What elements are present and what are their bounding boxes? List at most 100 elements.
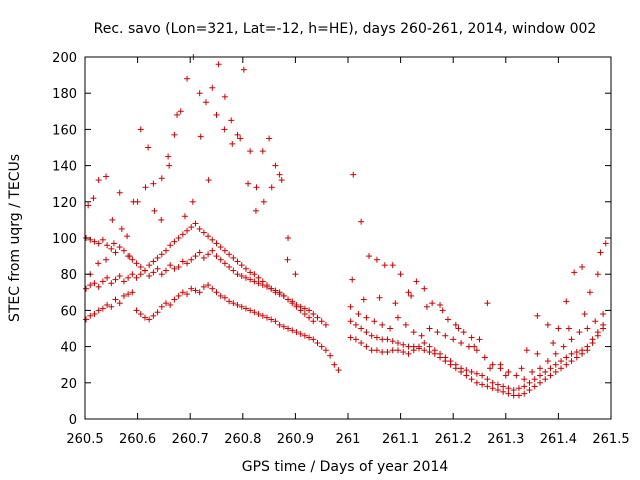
data-point <box>484 383 491 390</box>
data-point <box>358 218 365 225</box>
data-point <box>268 285 275 292</box>
data-point <box>515 385 522 392</box>
data-point <box>83 316 90 323</box>
data-point <box>134 198 141 205</box>
data-point <box>301 332 308 339</box>
data-point <box>573 354 580 361</box>
data-point <box>272 287 279 294</box>
y-tick-label: 20 <box>60 377 77 392</box>
data-point <box>373 347 380 354</box>
data-point <box>592 318 599 325</box>
data-point <box>141 267 148 274</box>
data-point <box>584 343 591 350</box>
data-point <box>373 256 380 263</box>
data-point <box>293 329 300 336</box>
data-point <box>379 349 386 356</box>
y-tick-label: 40 <box>60 341 77 356</box>
data-point <box>421 339 428 346</box>
data-point <box>463 367 470 374</box>
data-point <box>352 336 359 343</box>
data-point <box>133 274 140 281</box>
data-point <box>413 278 420 285</box>
data-point <box>221 260 228 267</box>
data-point <box>167 301 174 308</box>
data-point <box>481 354 488 361</box>
data-point <box>280 323 287 330</box>
data-point <box>310 318 317 325</box>
data-point <box>110 240 117 247</box>
data-point <box>468 376 475 383</box>
data-point <box>347 303 354 310</box>
data-point <box>255 274 262 281</box>
data-point <box>90 195 97 202</box>
data-point <box>129 289 136 296</box>
data-point <box>473 370 480 377</box>
data-point <box>505 385 512 392</box>
data-point <box>104 242 111 249</box>
data-point <box>318 343 325 350</box>
data-point <box>146 316 153 323</box>
data-point <box>209 285 216 292</box>
data-point <box>95 240 102 247</box>
data-point <box>544 358 551 365</box>
data-point <box>505 368 512 375</box>
data-point <box>552 350 559 357</box>
data-point <box>276 321 283 328</box>
data-point <box>158 271 165 278</box>
data-point <box>487 365 494 372</box>
data-point <box>175 235 182 241</box>
data-point <box>217 292 224 299</box>
data-point <box>536 372 543 379</box>
data-point <box>280 292 287 299</box>
data-point <box>586 289 593 296</box>
data-point <box>112 296 119 303</box>
data-point <box>188 256 195 263</box>
data-point <box>368 332 375 339</box>
data-point <box>455 325 462 332</box>
data-point <box>458 365 465 372</box>
data-point <box>133 260 140 267</box>
data-point <box>468 334 475 341</box>
data-point <box>215 61 222 68</box>
data-point <box>85 202 92 209</box>
y-tick-label: 0 <box>69 413 77 428</box>
data-point <box>91 311 98 318</box>
y-tick-label: 180 <box>52 87 77 102</box>
data-point <box>350 171 357 178</box>
data-point <box>405 343 412 350</box>
data-point <box>184 227 191 234</box>
data-point <box>103 256 110 263</box>
data-point <box>310 336 317 343</box>
data-point <box>529 368 536 375</box>
data-point <box>242 305 249 312</box>
data-point <box>573 349 580 356</box>
data-point <box>418 332 425 339</box>
data-point <box>205 282 212 289</box>
data-point <box>301 305 308 312</box>
data-point <box>331 361 338 368</box>
x-tick-label: 260.9 <box>277 432 314 447</box>
y-tick-label: 80 <box>60 268 77 283</box>
data-point <box>400 341 407 348</box>
data-point <box>381 262 388 269</box>
data-point <box>544 321 551 328</box>
data-point <box>200 254 207 261</box>
data-point <box>151 207 158 214</box>
data-point <box>181 213 188 220</box>
data-point <box>318 318 325 325</box>
data-point <box>579 347 586 354</box>
data-point <box>502 372 509 379</box>
data-point <box>594 329 601 336</box>
data-point <box>95 283 102 290</box>
data-point <box>230 300 237 307</box>
data-point <box>266 135 273 142</box>
data-point <box>171 131 178 138</box>
data-point <box>276 289 283 296</box>
data-point <box>230 254 237 261</box>
data-point <box>542 376 549 383</box>
data-point <box>150 258 157 265</box>
data-point <box>547 365 554 372</box>
x-tick-label: 260.8 <box>224 432 261 447</box>
data-point <box>560 343 567 350</box>
data-point <box>289 300 296 307</box>
